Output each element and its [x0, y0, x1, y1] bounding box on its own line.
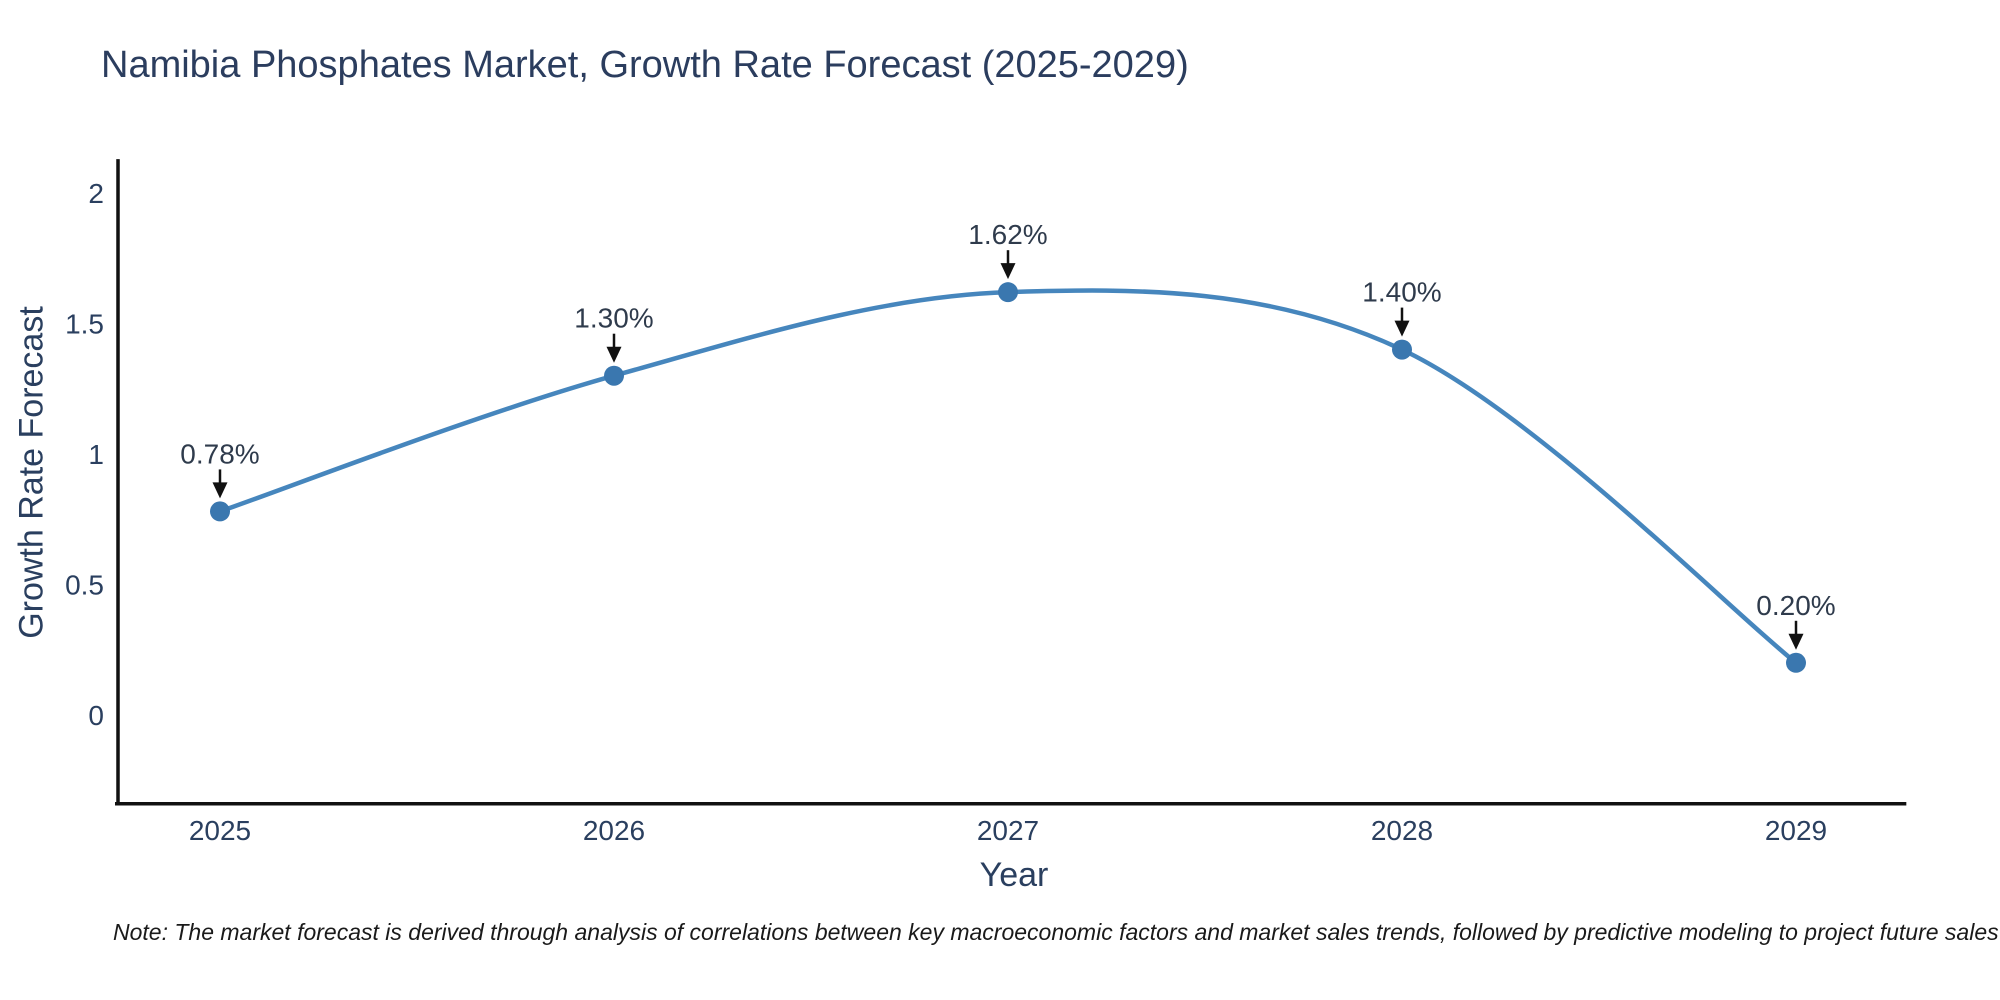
forecast-line: [217, 288, 1799, 666]
x-axis-title: Year: [979, 856, 1049, 894]
y-tick-label: 2: [88, 178, 104, 209]
data-point-marker[interactable]: [1786, 652, 1806, 673]
data-point-marker[interactable]: [210, 501, 230, 522]
annotation-arrowhead: [1394, 320, 1410, 337]
x-tick-label: 2026: [583, 815, 645, 846]
y-tick-label: 1: [88, 439, 104, 470]
x-tick-label: 2029: [1765, 815, 1827, 846]
chart-title: Namibia Phosphates Market, Growth Rate F…: [101, 44, 1189, 86]
annotation-label: 1.62%: [968, 219, 1047, 250]
y-tick-label: 0: [88, 700, 104, 731]
y-tick-label: 1.5: [65, 309, 104, 340]
y-tick-label: 0.5: [65, 570, 104, 601]
annotation-arrowhead: [1000, 263, 1016, 280]
annotation-label: 0.78%: [180, 438, 259, 469]
footnote: Note: The market forecast is derived thr…: [113, 919, 1999, 945]
annotation-label: 1.40%: [1362, 277, 1441, 308]
data-point-marker[interactable]: [604, 365, 624, 386]
data-point-marker[interactable]: [998, 282, 1018, 303]
annotation-arrowhead: [212, 482, 228, 499]
x-tick-label: 2025: [189, 815, 251, 846]
x-tick-label: 2028: [1371, 815, 1433, 846]
annotation-arrowhead: [1788, 633, 1804, 650]
annotation-label: 0.20%: [1756, 590, 1835, 621]
y-axis-title: Growth Rate Forecast: [12, 306, 51, 639]
data-point-marker[interactable]: [1392, 339, 1412, 360]
annotation-arrowhead: [606, 346, 622, 363]
x-tick-label: 2027: [977, 815, 1039, 846]
annotation-label: 1.30%: [574, 303, 653, 334]
